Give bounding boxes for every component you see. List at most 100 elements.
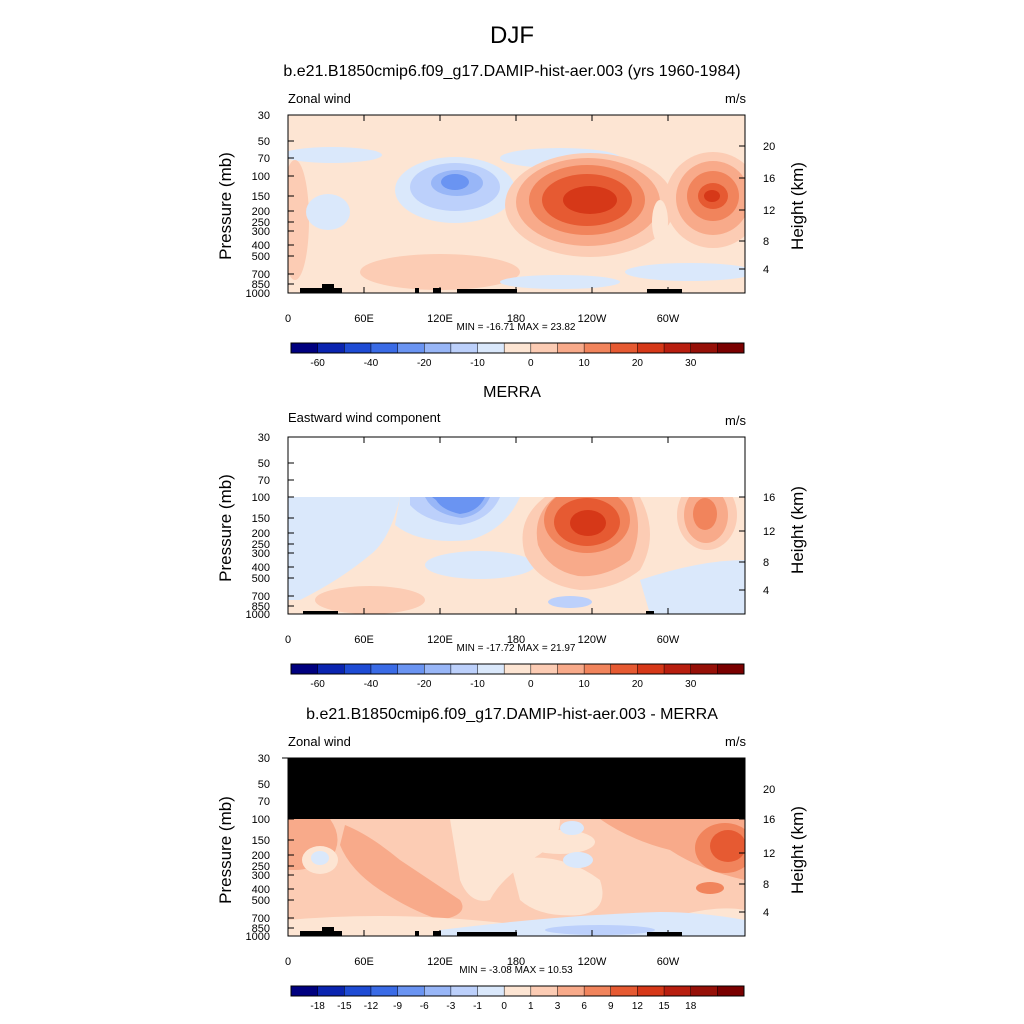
colorbar-svg: -60 -40 -20 -10 0 10 20 30 xyxy=(290,342,745,369)
y2tick-16: 16 xyxy=(763,173,775,185)
ytick-850: 850 xyxy=(252,601,270,613)
colorbar-swatch xyxy=(317,986,345,996)
panel-2-yticks xyxy=(288,436,745,607)
xtick-60W: 60W xyxy=(657,956,680,968)
ytick-150: 150 xyxy=(252,513,270,525)
xtick-60W: 60W xyxy=(657,634,680,646)
y2tick-8: 8 xyxy=(763,236,769,248)
colorbar-swatch xyxy=(690,343,718,353)
colorbar-swatch xyxy=(344,664,372,674)
ytick-300: 300 xyxy=(252,226,270,238)
xtick-180: 180 xyxy=(507,956,525,968)
colorbar-swatch xyxy=(450,343,479,353)
panel-1-xticks xyxy=(287,115,746,293)
xtick-180: 180 xyxy=(507,313,525,325)
colorbar-swatch xyxy=(317,343,345,353)
panel-3-y2tick-labels: 20 16 12 8 4 xyxy=(763,784,775,919)
colorbar-label: 6 xyxy=(581,1001,587,1012)
y2tick-4: 4 xyxy=(763,907,769,919)
colorbar-label: 3 xyxy=(555,1001,561,1012)
panel-1-colorbar: -60 -40 -20 -10 0 10 20 30 xyxy=(290,342,745,375)
colorbar-swatch xyxy=(637,664,665,674)
colorbar-label: 30 xyxy=(685,358,697,369)
colorbar-swatch xyxy=(530,986,558,996)
colorbar-label: 30 xyxy=(685,679,697,690)
ytick-500: 500 xyxy=(252,573,270,585)
ytick-300: 300 xyxy=(252,870,270,882)
colorbar-label: 20 xyxy=(632,679,644,690)
panel-2-y2tick-labels: 16 12 8 4 xyxy=(763,492,775,597)
colorbar-swatch xyxy=(450,664,479,674)
colorbar-label: -40 xyxy=(364,358,379,369)
panel-2-title: MERRA xyxy=(483,384,541,401)
panel-3-xticks xyxy=(287,930,746,936)
colorbar-swatch xyxy=(664,986,692,996)
y2tick-16: 16 xyxy=(763,814,775,826)
xtick-120E: 120E xyxy=(427,956,453,968)
panel-2-colorbar: -60 -40 -20 -10 0 10 20 30 xyxy=(290,663,745,696)
colorbar-label: -20 xyxy=(417,358,432,369)
colorbar-frame xyxy=(290,663,745,675)
y2tick-8: 8 xyxy=(763,879,769,891)
colorbar-swatch xyxy=(291,343,319,353)
colorbar-swatch xyxy=(584,986,612,996)
ytick-100: 100 xyxy=(252,814,270,826)
y2tick-12: 12 xyxy=(763,848,775,860)
colorbar-swatch xyxy=(690,664,718,674)
colorbar-swatch xyxy=(530,664,558,674)
colorbar-swatch xyxy=(717,343,745,353)
y2tick-12: 12 xyxy=(763,205,775,217)
xtick-0: 0 xyxy=(285,956,291,968)
panel-1-yticks xyxy=(288,114,745,285)
panel-2-contours xyxy=(288,497,745,614)
colorbar-label: -1 xyxy=(473,1001,482,1012)
panel-2-xtick-labels: 0 60E 120E 180 120W 60W xyxy=(285,634,680,646)
colorbar-swatch xyxy=(424,343,452,353)
colorbar-label: 10 xyxy=(579,358,591,369)
colorbar-svg: -60 -40 -20 -10 0 10 20 30 xyxy=(290,663,745,690)
panel-2-missing-region xyxy=(288,437,745,497)
colorbar-label: -18 xyxy=(310,1001,325,1012)
ytick-700: 700 xyxy=(252,269,270,281)
colorbar-label: -3 xyxy=(446,1001,455,1012)
panel-3-minmax: MIN = -3.08 MAX = 10.53 xyxy=(459,965,573,976)
ytick-30: 30 xyxy=(258,110,270,122)
colorbar-swatch xyxy=(717,664,745,674)
ytick-70: 70 xyxy=(258,475,270,487)
xtick-0: 0 xyxy=(285,313,291,325)
panel-2-ytick-labels: 30 50 70 100 150 200 250 300 400 500 700… xyxy=(246,432,270,621)
y2tick-20: 20 xyxy=(763,784,775,796)
y2tick-12: 12 xyxy=(763,526,775,538)
panel-1-contours xyxy=(288,147,745,293)
panel-2-minmax: MIN = -17.72 MAX = 21.97 xyxy=(456,643,576,654)
panel-1-ytick-labels: 30 50 70 100 150 200 250 300 400 500 700… xyxy=(246,110,270,300)
ytick-100: 100 xyxy=(252,492,270,504)
xtick-180: 180 xyxy=(507,634,525,646)
panel-2-xticks xyxy=(287,437,746,614)
xtick-60E: 60E xyxy=(354,634,374,646)
colorbar-label: -15 xyxy=(337,1001,352,1012)
colorbar-swatch xyxy=(477,664,505,674)
colorbar-swatch xyxy=(717,986,745,996)
ytick-70: 70 xyxy=(258,796,270,808)
panel-1-topography xyxy=(300,288,342,293)
colorbar-swatch xyxy=(664,664,692,674)
ytick-1000: 1000 xyxy=(246,288,270,300)
colorbar-swatch xyxy=(477,343,505,353)
panel-3-xtick-labels: 0 60E 120E 180 120W 60W xyxy=(285,956,680,968)
colorbar-frame xyxy=(290,342,745,354)
colorbar-label: -60 xyxy=(310,679,325,690)
colorbar-label: -6 xyxy=(420,1001,429,1012)
xtick-60E: 60E xyxy=(354,956,374,968)
ytick-30: 30 xyxy=(258,432,270,444)
colorbar-label: 0 xyxy=(528,358,534,369)
panel-3-units: m/s xyxy=(725,734,746,749)
colorbar-swatch xyxy=(344,986,372,996)
colorbar-swatch xyxy=(530,343,558,353)
y2tick-20: 20 xyxy=(763,141,775,153)
figure-title: DJF xyxy=(490,22,534,49)
ytick-70: 70 xyxy=(258,153,270,165)
colorbar-swatch xyxy=(504,986,532,996)
panel-2-topography xyxy=(303,611,338,614)
y2tick-4: 4 xyxy=(763,585,769,597)
